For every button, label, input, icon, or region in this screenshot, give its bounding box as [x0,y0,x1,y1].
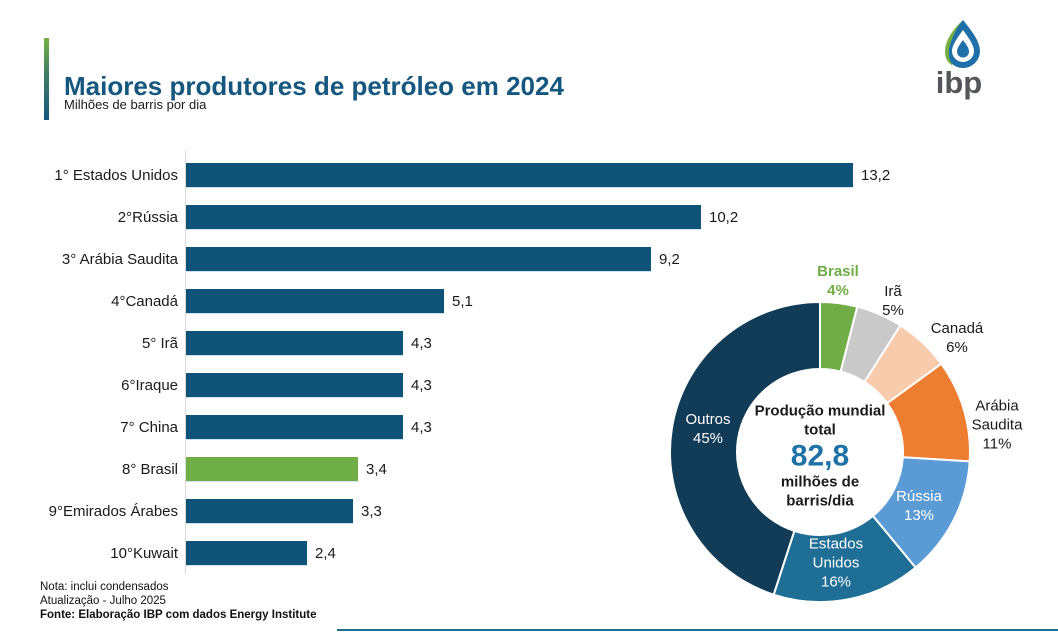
donut-label-name: Rússia [896,488,942,505]
donut-label-canada: Canadá 6% [931,319,984,357]
center-title-line: Produção mundial [754,402,886,420]
page-subtitle: Milhões de barris por dia [64,97,207,112]
donut-label-name: Brasil [817,263,859,280]
donut-label-name: Saudita [971,416,1023,434]
bar-track: 3,4 [186,457,1020,481]
donut-label-pct: 13% [903,507,935,524]
bar-track: 10,2 [186,205,1020,229]
bar-value-label: 2,4 [315,544,336,562]
bar-track: 9,2 [186,247,1020,271]
bar-track: 4,3 [186,331,1020,355]
bar-value-label: 4,3 [411,334,432,352]
bar-row: 2°Rússia 10,2 [40,196,1020,238]
bar-row: 5° Irã 4,3 [40,322,1020,364]
bar-chart-axis [185,150,186,574]
accent-bar [44,38,49,120]
bar-chart-rows: 1° Estados Unidos 13,2 2°Rússia 10,2 3° Aráb… [40,154,1020,574]
bar [186,499,353,523]
logo-text: ibp [936,65,983,100]
donut-label-name: Arábia [975,397,1019,415]
footer-rule [337,629,1058,631]
donut-label-name: Irã [884,283,902,300]
bar [186,373,403,397]
bar-row: 10°Kuwait 2,4 [40,532,1020,574]
bar [186,541,307,565]
center-unit-line: barris/dia [786,492,854,510]
bar-row: 3° Arábia Saudita 9,2 [40,238,1020,280]
donut-slice-outros [669,301,821,596]
donut-label-name: Outros [685,411,731,428]
bar-value-label: 13,2 [861,166,891,184]
bar-row: 9°Emirados Árabes 3,3 [40,490,1020,532]
page-title: Maiores produtores de petróleo em 2024 [64,71,564,102]
donut-label-brasil: Brasil 4% [817,262,859,300]
note-line: Atualização - Julho 2025 [40,595,166,607]
bar-category-label: 4°Canadá [111,292,178,310]
bar-track: 5,1 [186,289,1020,313]
donut-label-russia: Rússia 13% [896,487,942,525]
donut-label-outros: Outros 45% [685,410,730,448]
bar [186,289,444,313]
bar-row: 8° Brasil 3,4 [40,448,1020,490]
footnotes: Nota: inclui condensados Atualização - J… [40,580,316,622]
bar-value-label: 4,3 [411,376,432,394]
bar-track: 4,3 [186,373,1020,397]
bar-track: 13,2 [186,163,1020,187]
bar-category-label: 2°Rússia [117,208,178,226]
bar-category-label: 7° China [120,418,178,436]
bar-row: 4°Canadá 5,1 [40,280,1020,322]
donut-label-pct: 6% [946,339,968,356]
bar-row: 6°Iraque 4,3 [40,364,1020,406]
bar-value-label: 5,1 [452,292,473,310]
bar-value-label: 4,3 [411,418,432,436]
bar-track: 3,3 [186,499,1020,523]
donut-label-pct: 5% [882,302,904,319]
donut-label-estados-unidos: Estados Unidos 16% [809,535,863,592]
donut-label-name: Estados [808,535,864,553]
bar-track: 4,3 [186,415,1020,439]
donut-label-pct: 16% [820,573,852,591]
bar-category-label: 9°Emirados Árabes [48,502,178,520]
donut-chart [660,292,980,612]
ibp-logo: ibp [936,20,983,100]
bar [186,205,701,229]
bar-category-label: 8° Brasil [121,460,178,478]
donut-center-text: Produção mundial total 82,8 milhões de b… [755,402,886,511]
bar-category-label: 3° Arábia Saudita [61,250,178,268]
note-line: Nota: inclui condensados [40,581,169,593]
donut-label-arabia-saudita: Arábia Saudita 11% [972,397,1023,454]
bar-track: 2,4 [186,541,1020,565]
donut-label-ira: Irã 5% [882,282,904,320]
donut-label-name: Canadá [930,320,984,337]
bar-category-label: 5° Irã [141,334,178,352]
donut-label-pct: 11% [982,435,1012,453]
bar-category-label: 1° Estados Unidos [54,166,178,184]
bar-value-label: 3,3 [361,502,382,520]
bar-row: 1° Estados Unidos 13,2 [40,154,1020,196]
bar-value-label: 10,2 [709,208,739,226]
center-title-line: total [804,421,836,439]
bar-category-label: 10°Kuwait [110,544,178,562]
donut-label-pct: 4% [827,282,849,299]
donut-label-name: Unidos [812,554,860,572]
bar [186,247,651,271]
logo-droplet-icon [957,40,969,58]
bar [186,457,358,481]
bar [186,415,403,439]
bar [186,163,853,187]
donut-label-pct: 45% [692,430,724,447]
bar-row: 7° China 4,3 [40,406,1020,448]
source-line: Fonte: Elaboração IBP com dados Energy I… [40,609,317,621]
bar-category-label: 6°Iraque [121,376,178,394]
bar-value-label: 3,4 [366,460,387,478]
center-unit-line: milhões de [780,473,860,491]
donut-svg [669,301,971,603]
bar [186,331,403,355]
logo-leaf-icon [945,20,963,66]
bar-value-label: 9,2 [659,250,680,268]
center-total-value: 82,8 [790,439,850,473]
